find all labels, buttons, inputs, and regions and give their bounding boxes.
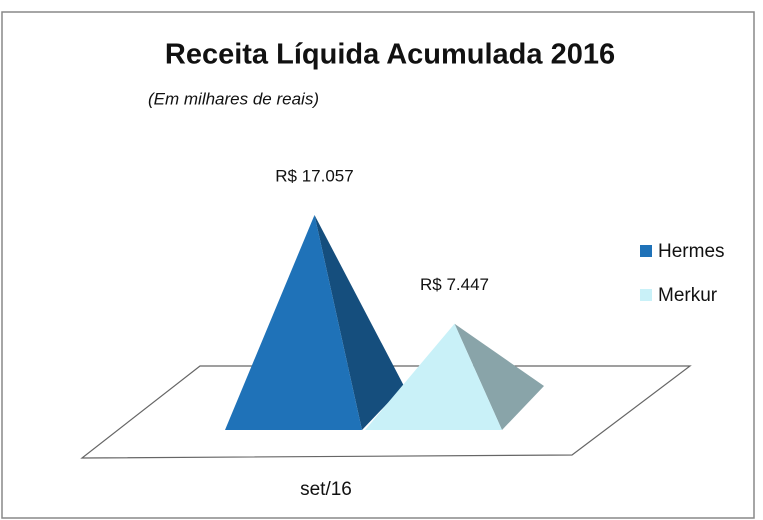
pyramid-side [314,215,404,430]
legend-swatch [640,245,652,257]
legend-label: Hermes [658,241,725,262]
floor [80,365,692,459]
chart-frame [1,11,755,519]
value-label: R$ 17.057 [275,166,353,185]
legend-swatch [640,289,652,301]
legend-label: Merkur [658,285,718,306]
chart-subtitle: (Em milhares de reais) [148,89,319,108]
pyramid-front [225,215,362,430]
x-tick-label: set/16 [300,479,352,500]
pyramid-side [454,323,544,430]
pyramid-front [365,323,502,430]
value-label: R$ 7.447 [420,275,489,294]
chart-title: Receita Líquida Acumulada 2016 [165,39,615,71]
